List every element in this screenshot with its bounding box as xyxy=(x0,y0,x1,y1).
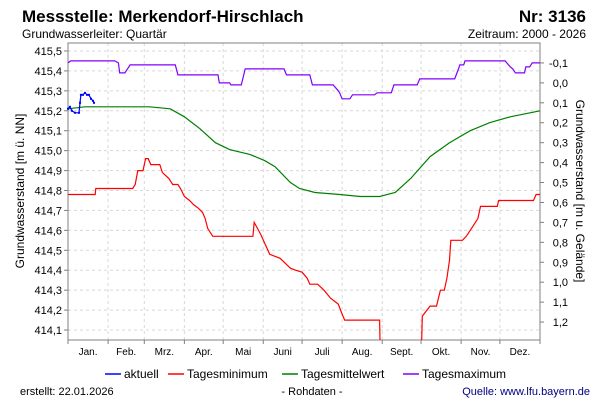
data-point-aktuell xyxy=(91,99,94,102)
y-tick-label-right: 0,5 xyxy=(553,178,568,190)
legend-item-tagesmittelwert: Tagesmittelwert xyxy=(282,367,385,381)
created-date: erstellt: 22.01.2026 xyxy=(20,386,114,398)
data-point-aktuell xyxy=(73,111,76,114)
legend-item-tagesmaximum: Tagesmaximum xyxy=(403,367,506,381)
legend: aktuell Tagesminimum Tagesmittelwert Tagesm… xyxy=(105,367,506,381)
y-tick-label-left: 415,4 xyxy=(34,66,62,78)
data-point-aktuell xyxy=(68,105,71,108)
y-tick-label-left: 415,0 xyxy=(34,146,62,158)
y-tick-label-left: 414,3 xyxy=(34,285,62,297)
y-tick-label-left: 415,5 xyxy=(34,46,62,58)
x-tick-label: Okt. xyxy=(432,347,450,358)
data-point-aktuell xyxy=(67,107,69,110)
y-tick-label-left: 414,4 xyxy=(34,265,62,277)
x-tick-label: Dez. xyxy=(510,347,531,358)
y-tick-label-right: 0,9 xyxy=(553,257,568,269)
x-tick-label: Juni xyxy=(273,347,291,358)
series-lines xyxy=(67,60,541,341)
axes: 414,1 414,2 414,3 414,4 414,5 414,6 414,7 414,8… xyxy=(34,42,568,358)
y-tick-label-right: 0,7 xyxy=(553,217,568,229)
y-tick-label-right: 1,1 xyxy=(553,297,568,309)
y-tick-label-right: 1,2 xyxy=(553,317,568,329)
data-point-aktuell xyxy=(79,101,82,104)
y-tick-label-right: 0,6 xyxy=(553,197,568,209)
data-point-aktuell xyxy=(77,111,80,114)
legend-label: Tagesminimum xyxy=(187,367,268,381)
plot-frame xyxy=(67,42,541,341)
legend-item-tagesminimum: Tagesminimum xyxy=(168,367,268,381)
data-point-aktuell xyxy=(87,93,90,96)
data-point-aktuell xyxy=(79,93,82,96)
y-tick-label-left: 414,1 xyxy=(34,325,62,337)
x-tick-label: Mrz. xyxy=(155,347,174,358)
y-tick-label-left: 415,2 xyxy=(34,106,62,118)
y-tick-label-left: 415,3 xyxy=(34,86,62,98)
data-point-aktuell xyxy=(92,101,95,104)
y-tick-label-right: 0,1 xyxy=(553,98,568,110)
x-tick-label: Mai xyxy=(235,347,251,358)
y-tick-label-left: 415,1 xyxy=(34,126,62,138)
y-tick-label-right: 0,3 xyxy=(553,138,568,150)
raw-data-note: - Rohdaten - xyxy=(281,386,342,398)
grid xyxy=(68,43,540,340)
data-point-aktuell xyxy=(70,109,73,112)
aquifer-label: Grundwasserleiter: Quartär xyxy=(22,27,167,41)
legend-label: Tagesmittelwert xyxy=(301,367,385,381)
y-tick-label-right: 0,0 xyxy=(553,78,568,90)
legend-label: Tagesmaximum xyxy=(422,367,506,381)
x-tick-label: Juli xyxy=(315,347,330,358)
series-line-tagesminimum xyxy=(68,158,540,341)
y-axis-label-left: Grundwasserstand [m ü. NN] xyxy=(13,114,27,269)
x-tick-label: Sept. xyxy=(390,347,413,358)
y-tick-label-left: 414,9 xyxy=(34,166,62,178)
legend-label: aktuell xyxy=(124,367,159,381)
data-point-aktuell xyxy=(82,93,85,96)
y-tick-label-right: 0,2 xyxy=(553,118,568,130)
legend-item-aktuell: aktuell xyxy=(105,367,159,381)
station-number: Nr: 3136 xyxy=(519,7,586,26)
y-tick-label-right: 0,8 xyxy=(553,237,568,249)
y-tick-label-right: -0,1 xyxy=(549,58,568,70)
y-axis-label-right: Grundwasserstand [m u. Gelände] xyxy=(573,100,587,283)
x-tick-label: Feb. xyxy=(116,347,136,358)
period-label: Zeitraum: 2000 - 2026 xyxy=(468,27,586,41)
x-tick-label: Nov. xyxy=(471,347,491,358)
series-line-tagesmittelwert xyxy=(67,106,541,198)
y-tick-label-right: 0,4 xyxy=(553,158,568,170)
y-tick-label-left: 414,8 xyxy=(34,186,62,198)
y-tick-label-right: 1,0 xyxy=(553,277,568,289)
y-tick-label-left: 414,5 xyxy=(34,245,62,257)
y-tick-label-left: 414,7 xyxy=(34,205,62,217)
chart-title: Messstelle: Merkendorf-Hirschlach xyxy=(22,7,304,26)
y-tick-label-left: 414,6 xyxy=(34,225,62,237)
x-tick-label: Aug. xyxy=(352,347,373,358)
y-tick-label-left: 414,2 xyxy=(34,305,62,317)
source-link[interactable]: Quelle: www.lfu.bayern.de xyxy=(462,386,590,398)
x-tick-label: Jan. xyxy=(79,347,98,358)
data-point-aktuell xyxy=(86,93,89,96)
x-tick-label: Apr. xyxy=(195,347,213,358)
data-point-aktuell xyxy=(90,97,93,100)
data-point-aktuell xyxy=(83,91,86,94)
series-line-tagesmaximum xyxy=(67,60,540,100)
